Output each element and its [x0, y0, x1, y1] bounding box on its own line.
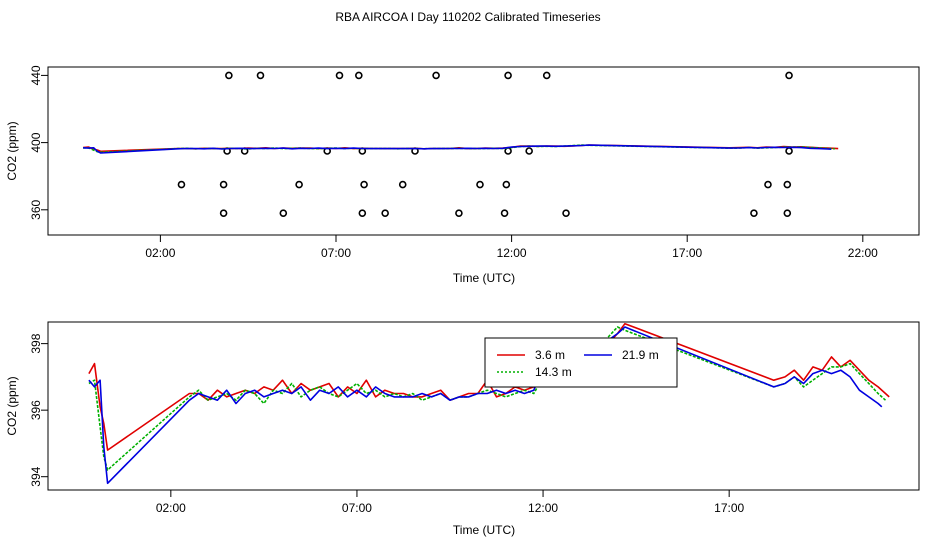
- flag-point: [381, 209, 389, 217]
- lower-y-tick-label: 398: [29, 333, 43, 353]
- flag-point: [562, 209, 570, 217]
- upper-x-tick-label: 02:00: [145, 246, 175, 260]
- series-line-21-9-m: [88, 326, 883, 485]
- flag-point: [279, 209, 288, 217]
- upper-y-tick-label: 360: [29, 199, 43, 219]
- legend-label-3-6m: 3.6 m: [535, 348, 565, 362]
- lower-x-tick-label: 12:00: [528, 501, 558, 515]
- flag-point: [525, 147, 533, 155]
- lower-x-tick-label: 17:00: [714, 501, 744, 515]
- flag-point: [177, 180, 186, 189]
- lower-y-tick-label: 394: [29, 466, 43, 486]
- lower-axes: 02:00 07:00 12:00 17:00 394 396 398: [29, 333, 745, 515]
- upper-flag-points: [177, 71, 793, 217]
- upper-x-axis-label: Time (UTC): [453, 271, 515, 285]
- upper-panel: 02:00 07:00 12:00 17:00 22:00 360 400 440 Time …: [5, 65, 920, 285]
- flag-point: [398, 180, 407, 189]
- upper-series-lines: [83, 144, 839, 154]
- flag-point: [295, 180, 303, 189]
- upper-y-tick-label: 440: [29, 65, 43, 85]
- flag-point: [219, 180, 228, 189]
- legend-box: [484, 337, 678, 388]
- flag-point: [335, 71, 344, 80]
- flag-point: [783, 209, 792, 217]
- upper-x-tick-label: 07:00: [321, 246, 351, 260]
- flag-point: [783, 180, 792, 189]
- flag-point: [785, 147, 793, 155]
- upper-plot-frame: [47, 66, 920, 236]
- flag-point: [504, 71, 512, 80]
- lower-x-tick-label: 07:00: [342, 501, 372, 515]
- flag-point: [785, 71, 793, 80]
- flag-point: [358, 209, 367, 217]
- flag-point: [502, 180, 511, 189]
- legend-label-21-9m: 21.9 m: [622, 348, 659, 362]
- flag-point: [225, 71, 233, 80]
- lower-plot-frame: [47, 321, 920, 491]
- upper-y-tick-label: 400: [29, 132, 43, 152]
- flag-point: [355, 71, 363, 80]
- lower-series-lines: [88, 322, 890, 485]
- legend-label-14-3m: 14.3 m: [535, 365, 572, 379]
- flag-point: [500, 209, 509, 217]
- flag-point: [476, 180, 484, 189]
- flag-point: [219, 209, 228, 217]
- lower-y-axis-label: CO2 (ppm): [5, 376, 19, 435]
- flag-point: [256, 71, 265, 80]
- lower-x-axis-label: Time (UTC): [453, 523, 515, 537]
- lower-x-tick-label: 02:00: [156, 501, 186, 515]
- legend: 3.6 m 14.3 m 21.9 m: [484, 337, 678, 388]
- flag-point: [750, 209, 758, 217]
- flag-point: [360, 180, 368, 189]
- lower-panel: 02:00 07:00 12:00 17:00 394 396 398 Time (UTC)…: [5, 321, 920, 537]
- flag-point: [542, 71, 551, 80]
- upper-x-tick-label: 12:00: [497, 246, 527, 260]
- lower-y-tick-label: 396: [29, 400, 43, 420]
- upper-axes: 02:00 07:00 12:00 17:00 22:00 360 400 440: [29, 65, 878, 260]
- upper-y-axis-label: CO2 (ppm): [5, 121, 19, 180]
- upper-series-line: [83, 144, 832, 154]
- flag-point: [764, 180, 772, 189]
- flag-point: [455, 209, 463, 217]
- flag-point: [432, 71, 440, 80]
- upper-x-tick-label: 22:00: [848, 246, 878, 260]
- figure-title: RBA AIRCOA I Day 110202 Calibrated Times…: [335, 10, 600, 24]
- upper-x-tick-label: 17:00: [672, 246, 702, 260]
